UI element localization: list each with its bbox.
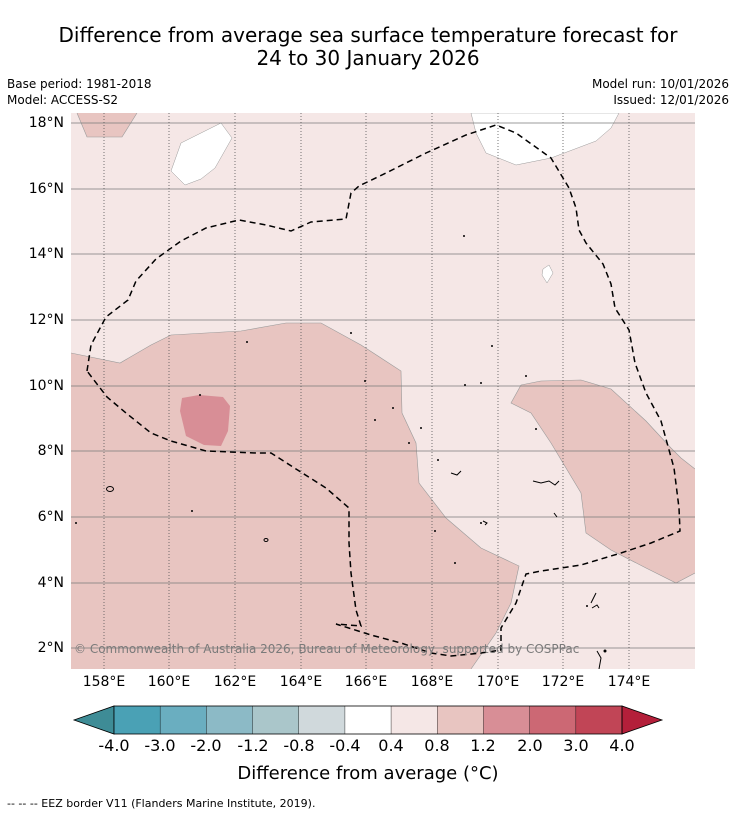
- lat-label-10n: 10°N: [28, 378, 64, 394]
- colorbar-segment-0: [114, 706, 161, 734]
- cb-tick-2.0: 2.0: [517, 736, 543, 755]
- cb-tick--3.0: -3.0: [144, 736, 176, 755]
- map-panel: © Commonwealth of Australia 2026, Bureau…: [71, 113, 695, 669]
- lat-label-2n: 2°N: [37, 640, 64, 656]
- parallels: [71, 122, 695, 649]
- colorbar-segment-1: [160, 706, 207, 734]
- issued-date: Issued: 12/01/2026: [613, 93, 729, 107]
- anomaly-region-neutral-1: [170, 122, 233, 186]
- cb-tick--0.8: -0.8: [283, 736, 315, 755]
- colorbar-title: Difference from average (°C): [237, 763, 499, 784]
- eez-footnote: -- -- -- EEZ border V11 (Flanders Marine…: [7, 797, 316, 810]
- island-markers: [106, 470, 602, 669]
- model-run: Model run: 10/01/2026: [591, 77, 729, 91]
- cb-tick--1.2: -1.2: [237, 736, 269, 755]
- lat-label-6n: 6°N: [37, 509, 64, 525]
- colorbar-segment-7: [437, 706, 484, 734]
- colorbar-segment-8: [483, 706, 530, 734]
- lon-label-162e: 162°E: [213, 674, 257, 690]
- colorbar-segment-4: [298, 706, 346, 734]
- lon-label-164e: 164°E: [279, 674, 323, 690]
- cb-tick--2.0: -2.0: [190, 736, 222, 755]
- colorbar: [72, 705, 664, 735]
- lon-label-158e: 158°E: [82, 674, 126, 690]
- anomaly-region-0.8-1.2-north: [77, 113, 137, 137]
- colorbar-frame: [113, 705, 623, 735]
- lon-label-174e: 174°E: [607, 674, 651, 690]
- title-line-1: Difference from average sea surface temp…: [58, 23, 678, 47]
- colorbar-over-triangle: [621, 705, 664, 735]
- cb-tick-0.4: 0.4: [378, 736, 404, 755]
- anomaly-region-1.2-2.0: [180, 395, 230, 446]
- lon-label-170e: 170°E: [476, 674, 520, 690]
- anomaly-region-0.8-1.2-east: [511, 380, 695, 583]
- colorbar-segment-2: [206, 706, 253, 734]
- lat-label-4n: 4°N: [37, 575, 64, 591]
- lon-label-168e: 168°E: [410, 674, 454, 690]
- anomaly-region-neutral-3: [541, 264, 554, 284]
- colorbar-segment-9: [529, 706, 577, 734]
- lat-label-14n: 14°N: [28, 246, 64, 262]
- model-name: Model: ACCESS-S2: [7, 93, 119, 107]
- colorbar-segment-6: [391, 706, 438, 734]
- lat-label-18n: 18°N: [28, 115, 64, 131]
- lat-label-12n: 12°N: [28, 312, 64, 328]
- contour-lines: [71, 113, 695, 669]
- lon-label-160e: 160°E: [147, 674, 191, 690]
- colorbar-segment-10: [575, 706, 623, 734]
- graticule: [71, 113, 695, 669]
- cb-tick--0.4: -0.4: [329, 736, 361, 755]
- colorbar-segment-5: [344, 706, 392, 734]
- colorbar-segment-3: [252, 706, 300, 734]
- eez-border: [86, 124, 681, 657]
- colorbar-under-triangle: [72, 705, 115, 735]
- cb-tick-4.0: 4.0: [609, 736, 635, 755]
- base-period: Base period: 1981-2018: [7, 77, 152, 91]
- colorbar-segments: [114, 706, 623, 734]
- map-copyright: © Commonwealth of Australia 2026, Bureau…: [74, 642, 579, 656]
- cb-tick--4.0: -4.0: [98, 736, 130, 755]
- small-islets: [75, 235, 607, 653]
- cb-tick-0.8: 0.8: [424, 736, 450, 755]
- lat-label-8n: 8°N: [37, 443, 64, 459]
- cb-tick-1.2: 1.2: [470, 736, 496, 755]
- lon-label-166e: 166°E: [344, 674, 388, 690]
- title-line-2: 24 to 30 January 2026: [256, 46, 480, 70]
- lat-label-16n: 16°N: [28, 181, 64, 197]
- lon-label-172e: 172°E: [541, 674, 585, 690]
- cb-tick-3.0: 3.0: [563, 736, 589, 755]
